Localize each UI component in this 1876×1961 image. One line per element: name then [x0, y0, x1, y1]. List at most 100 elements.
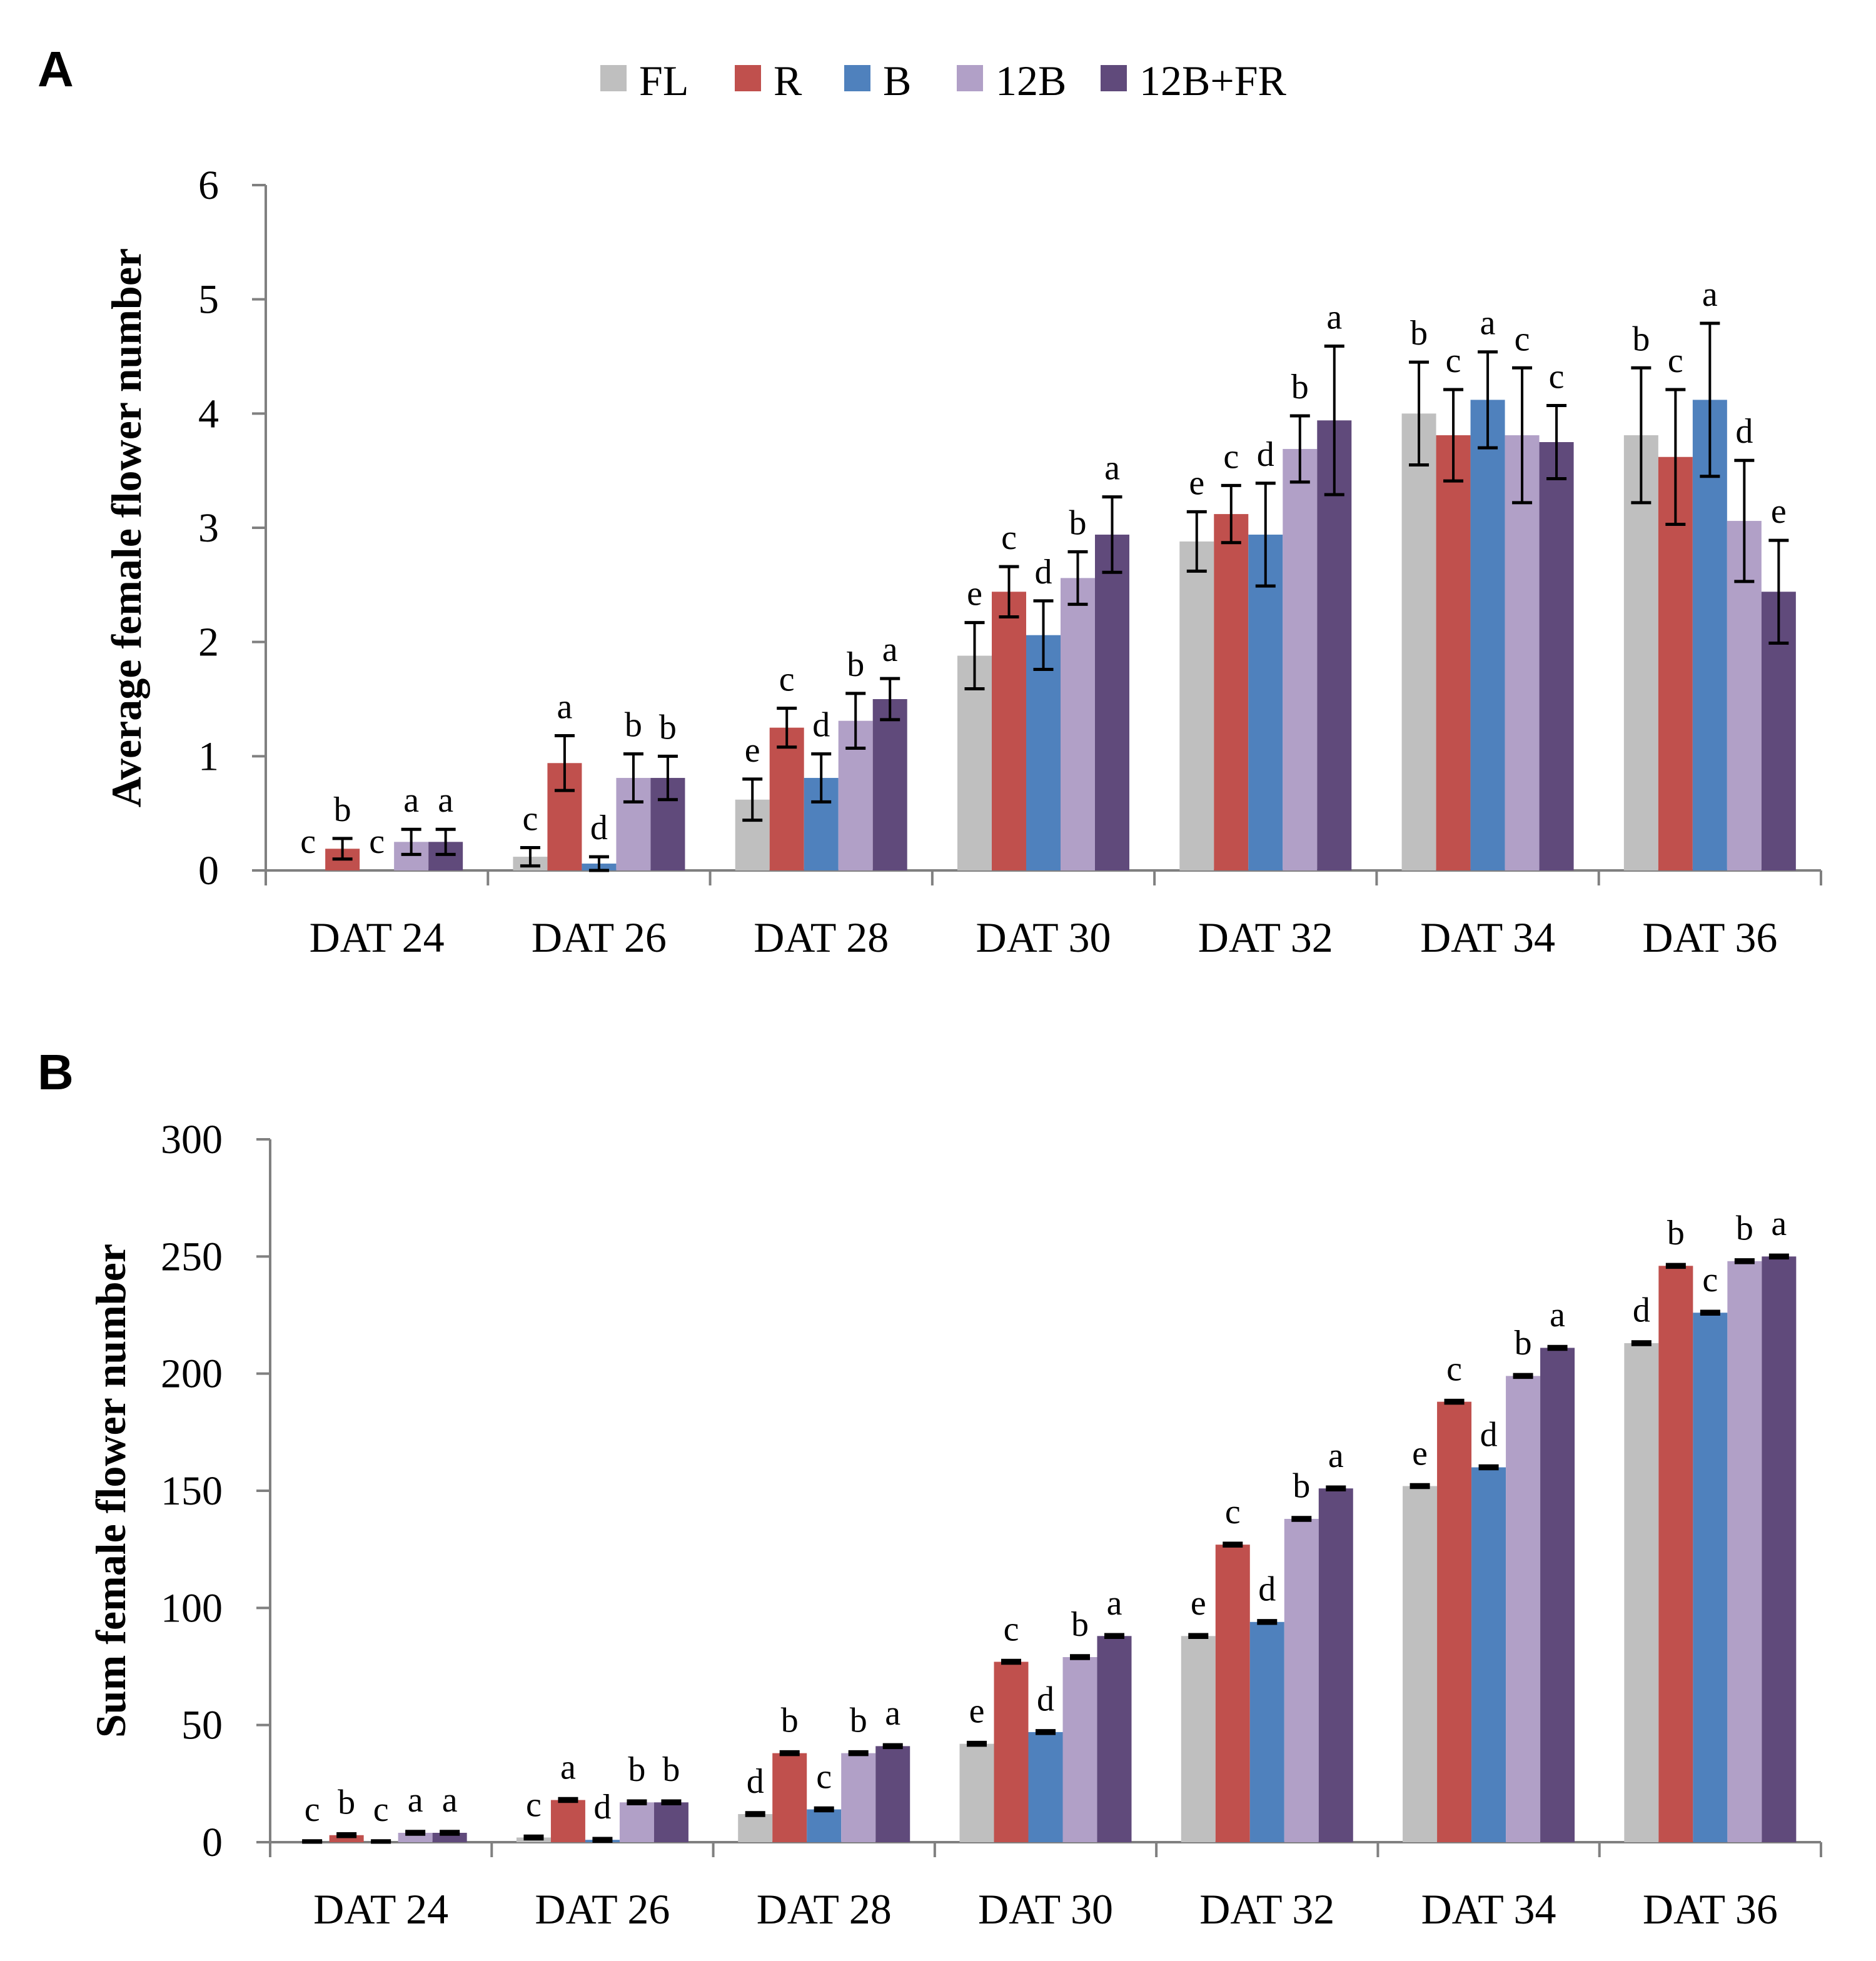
x-category-label: DAT 26 [535, 1885, 670, 1933]
bar-12b [1062, 1657, 1097, 1842]
bar-b [1028, 1732, 1063, 1842]
significance-letter: a [1326, 298, 1342, 337]
bar-fl [1181, 1636, 1216, 1842]
bar-r [550, 1800, 585, 1842]
legend-label: FL [639, 57, 688, 104]
legend-label: 12B+FR [1139, 57, 1287, 104]
significance-letter: c [1515, 320, 1530, 358]
significance-letter: c [369, 822, 385, 861]
bar-r [1436, 435, 1471, 870]
significance-letter: d [1633, 1291, 1650, 1330]
significance-letter: b [1515, 1324, 1532, 1363]
bar-12b [1506, 1376, 1541, 1842]
significance-letter: c [1223, 437, 1239, 476]
x-category-label: DAT 28 [754, 914, 889, 961]
significance-letter: c [1702, 1261, 1718, 1299]
significance-letter: e [1412, 1434, 1428, 1473]
y-tick-label: 3 [198, 505, 219, 551]
significance-letter: c [1446, 341, 1461, 380]
y-tick-label: 150 [161, 1468, 223, 1514]
significance-letter: c [1668, 341, 1683, 380]
significance-letter: a [885, 1694, 900, 1733]
x-category-label: DAT 34 [1420, 914, 1555, 961]
significance-letter: c [1446, 1349, 1462, 1388]
bar-r [1658, 1266, 1693, 1842]
bar-r [1214, 514, 1249, 870]
x-category-label: DAT 26 [532, 914, 667, 961]
y-tick-label: 0 [202, 1820, 223, 1865]
significance-letter: a [403, 781, 419, 820]
bar-fl [957, 655, 992, 870]
significance-letter: e [1771, 492, 1787, 531]
legend-swatch-b [844, 65, 870, 91]
significance-letter: c [305, 1790, 320, 1829]
significance-letter: a [1328, 1436, 1344, 1475]
bar-12b-fr [1318, 1488, 1353, 1842]
bar-12b [1505, 435, 1540, 870]
bar-b [1693, 1313, 1728, 1842]
bar-12b-fr [1762, 1256, 1797, 1842]
legend-swatch-fl [600, 65, 627, 91]
significance-letter: d [1035, 553, 1052, 592]
significance-letter: d [1480, 1415, 1498, 1454]
bar-12b [1727, 1261, 1762, 1842]
significance-letter: e [1191, 1584, 1206, 1623]
x-category-label: DAT 24 [310, 914, 445, 961]
x-category-label: DAT 36 [1643, 1885, 1778, 1933]
x-category-label: DAT 28 [757, 1885, 892, 1933]
bar-b [1470, 400, 1505, 870]
y-tick-label: 6 [198, 163, 219, 208]
bar-12b-fr [1539, 442, 1574, 870]
bar-b [807, 1809, 842, 1842]
y-tick-label: 4 [198, 391, 219, 436]
x-category-label: DAT 32 [1198, 914, 1333, 961]
significance-letter: c [522, 799, 538, 838]
y-axis-title: Average female flower number [103, 248, 150, 807]
significance-letter: c [1549, 358, 1565, 396]
significance-letter: a [560, 1748, 576, 1787]
significance-letter: b [1632, 320, 1650, 358]
bar-12b [1283, 448, 1318, 870]
bar-12b-fr [1540, 1348, 1575, 1842]
significance-letter: d [812, 706, 830, 745]
significance-letter: b [1071, 1605, 1089, 1644]
bar-fl [738, 1814, 773, 1842]
bar-r [994, 1661, 1029, 1842]
y-tick-label: 1 [198, 733, 219, 779]
bar-r [769, 727, 804, 870]
bar-fl [1624, 1343, 1659, 1842]
bar-12b [1061, 578, 1095, 870]
significance-letter: a [557, 687, 572, 726]
significance-letter: c [1001, 518, 1017, 557]
bar-12b-fr [875, 1746, 910, 1842]
y-tick-label: 5 [198, 277, 219, 323]
significance-letter: a [1107, 1584, 1122, 1623]
significance-letter: b [338, 1783, 355, 1822]
x-category-label: DAT 30 [978, 1885, 1113, 1933]
significance-letter: c [1004, 1610, 1019, 1648]
x-category-label: DAT 34 [1421, 1885, 1556, 1933]
bar-12b-fr [1097, 1636, 1132, 1842]
significance-letter: d [1257, 435, 1274, 474]
x-category-label: DAT 30 [976, 914, 1111, 961]
x-category-label: DAT 24 [313, 1885, 448, 1933]
x-category-label: DAT 36 [1642, 914, 1777, 961]
significance-letter: d [1258, 1570, 1276, 1609]
legend-label: B [883, 57, 911, 104]
bar-fl [1623, 435, 1658, 870]
panel-label: A [38, 41, 74, 97]
chart-panel-a: A 0 1 2 3 4 5 6 Average female flower number DAT … [38, 41, 1822, 961]
legend-label: R [774, 57, 802, 104]
bar-b [1692, 400, 1727, 870]
significance-letter: c [300, 822, 316, 861]
bar-b [1026, 635, 1061, 870]
significance-letter: c [816, 1757, 832, 1796]
chart-panel-b: B 0 50 100 150 200 250 300 Sum female flower num… [38, 1044, 1822, 1933]
bar-r [329, 1835, 364, 1842]
significance-letter: e [969, 1691, 985, 1730]
bar-b [1471, 1467, 1506, 1842]
significance-letter: c [1225, 1493, 1241, 1531]
panel-label: B [38, 1044, 74, 1100]
bar-12b-fr [653, 1802, 688, 1842]
significance-letter: c [526, 1785, 542, 1824]
